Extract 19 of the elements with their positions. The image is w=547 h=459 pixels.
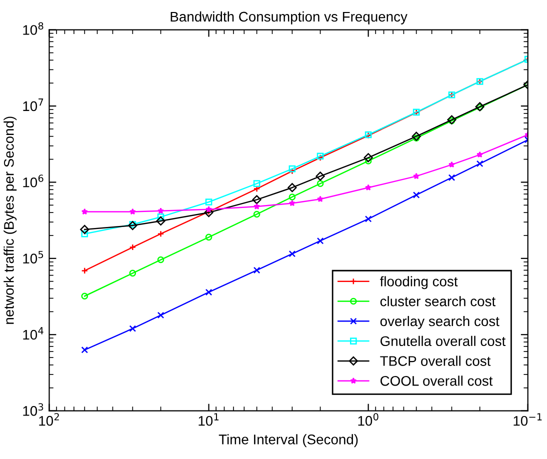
legend-label: cluster search cost [380, 296, 496, 306]
x-tick-label: 10$^{1}$ [198, 413, 219, 426]
y-axis-title: network traffic (Bytes per Second) [4, 116, 17, 324]
legend-label: overlay search cost [380, 316, 500, 329]
y-tick-label: 10$^{8}$ [23, 22, 44, 35]
x-tick-label: 10$^{2}$ [39, 413, 59, 426]
x-tick-label: 10$^{−1}$ [514, 413, 542, 426]
legend-label: TBCP overall cost [380, 356, 491, 366]
x-axis-title: Time Interval (Second) [218, 434, 358, 448]
legend-label: COOL overall cost [380, 376, 493, 386]
y-tick-label: 10$^{5}$ [23, 250, 44, 264]
y-tick-label: 10$^{6}$ [23, 174, 44, 188]
legend-label: Gnutella overall cost [380, 336, 506, 346]
x-tick-label: 10$^{0}$ [358, 413, 378, 426]
legend-label: flooding cost [380, 276, 458, 290]
y-tick-label: 10$^{7}$ [23, 98, 44, 112]
chart-title: Bandwidth Consumption vs Frequency [170, 11, 408, 24]
y-tick-label: 10$^{3}$ [23, 403, 44, 416]
y-tick-label: 10$^{4}$ [23, 327, 44, 340]
